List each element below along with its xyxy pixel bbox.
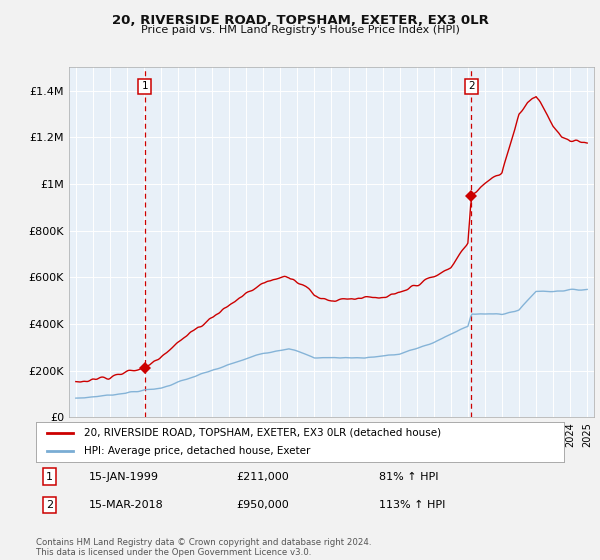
Text: 1: 1	[142, 81, 148, 91]
Text: £211,000: £211,000	[236, 472, 289, 482]
Text: £950,000: £950,000	[236, 500, 289, 510]
Text: 113% ↑ HPI: 113% ↑ HPI	[379, 500, 446, 510]
Text: 20, RIVERSIDE ROAD, TOPSHAM, EXETER, EX3 0LR: 20, RIVERSIDE ROAD, TOPSHAM, EXETER, EX3…	[112, 14, 488, 27]
Text: 15-JAN-1999: 15-JAN-1999	[89, 472, 159, 482]
Text: 1: 1	[46, 472, 53, 482]
Text: Price paid vs. HM Land Registry's House Price Index (HPI): Price paid vs. HM Land Registry's House …	[140, 25, 460, 35]
Text: 2: 2	[46, 500, 53, 510]
Text: 20, RIVERSIDE ROAD, TOPSHAM, EXETER, EX3 0LR (detached house): 20, RIVERSIDE ROAD, TOPSHAM, EXETER, EX3…	[83, 428, 440, 437]
Text: HPI: Average price, detached house, Exeter: HPI: Average price, detached house, Exet…	[83, 446, 310, 456]
Text: 15-MAR-2018: 15-MAR-2018	[89, 500, 164, 510]
Text: 2: 2	[468, 81, 475, 91]
Text: Contains HM Land Registry data © Crown copyright and database right 2024.
This d: Contains HM Land Registry data © Crown c…	[36, 538, 371, 557]
Text: 81% ↑ HPI: 81% ↑ HPI	[379, 472, 439, 482]
